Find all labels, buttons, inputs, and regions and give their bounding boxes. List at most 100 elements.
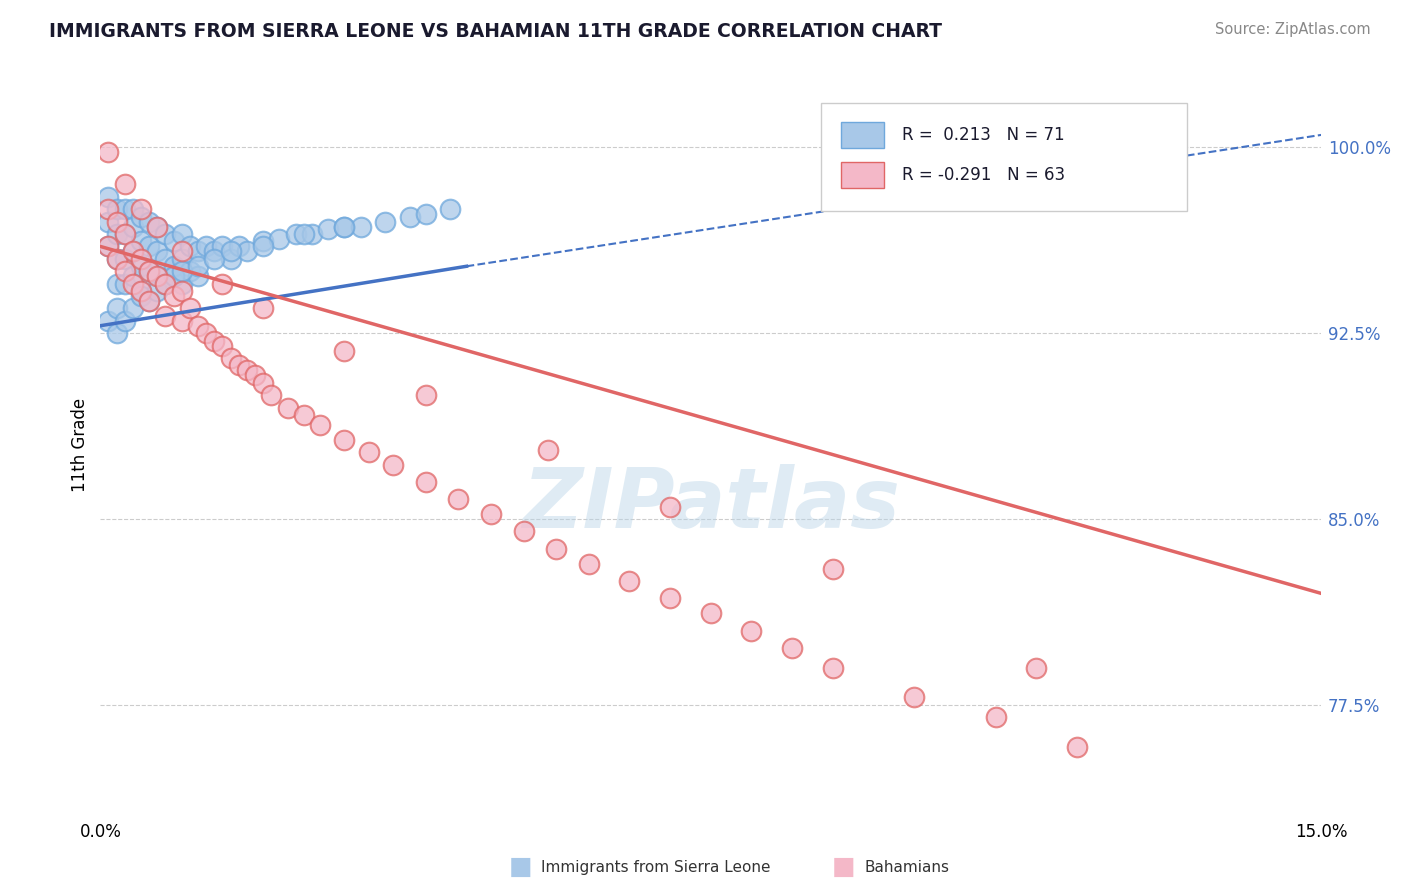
Point bbox=[659, 500, 682, 514]
Point bbox=[155, 227, 177, 241]
Point bbox=[219, 244, 242, 259]
Point bbox=[260, 388, 283, 402]
Point bbox=[202, 252, 225, 266]
Point bbox=[382, 458, 405, 472]
Point bbox=[415, 207, 437, 221]
Text: Source: ZipAtlas.com: Source: ZipAtlas.com bbox=[1215, 22, 1371, 37]
Point bbox=[301, 227, 323, 241]
Point bbox=[984, 710, 1007, 724]
Point bbox=[105, 202, 128, 217]
Point bbox=[447, 492, 470, 507]
Point bbox=[146, 284, 169, 298]
Point bbox=[97, 239, 120, 253]
Point bbox=[699, 606, 721, 620]
Point bbox=[114, 227, 136, 241]
Point bbox=[162, 260, 184, 274]
Point bbox=[374, 214, 396, 228]
Point bbox=[780, 640, 803, 655]
Point bbox=[138, 293, 160, 308]
Point bbox=[105, 252, 128, 266]
Point bbox=[114, 178, 136, 192]
Point bbox=[187, 318, 209, 333]
Bar bbox=[841, 121, 884, 148]
Point bbox=[252, 235, 274, 249]
Point bbox=[578, 557, 600, 571]
Point bbox=[146, 269, 169, 284]
Point bbox=[129, 235, 152, 249]
Point bbox=[138, 293, 160, 308]
Point bbox=[122, 244, 145, 259]
Point bbox=[252, 239, 274, 253]
Point bbox=[162, 235, 184, 249]
Point bbox=[138, 239, 160, 253]
Point bbox=[114, 277, 136, 291]
Text: Bahamians: Bahamians bbox=[865, 860, 949, 874]
Point bbox=[619, 574, 641, 588]
Point bbox=[170, 284, 193, 298]
Point bbox=[162, 289, 184, 303]
Point bbox=[97, 314, 120, 328]
Point bbox=[546, 541, 568, 556]
Point bbox=[479, 507, 502, 521]
Point bbox=[415, 388, 437, 402]
Point bbox=[170, 244, 193, 259]
Point bbox=[105, 252, 128, 266]
Point bbox=[129, 289, 152, 303]
Point bbox=[122, 244, 145, 259]
Point bbox=[821, 661, 844, 675]
Point bbox=[122, 277, 145, 291]
Point bbox=[129, 260, 152, 274]
Point bbox=[170, 314, 193, 328]
Point bbox=[1025, 661, 1047, 675]
Point bbox=[309, 417, 332, 432]
Text: ■: ■ bbox=[509, 855, 531, 879]
Point bbox=[114, 227, 136, 241]
Point bbox=[202, 334, 225, 348]
Point bbox=[138, 264, 160, 278]
Point bbox=[284, 227, 307, 241]
Point bbox=[903, 690, 925, 705]
Point bbox=[316, 222, 339, 236]
Point bbox=[1066, 739, 1088, 754]
Point bbox=[211, 338, 233, 352]
Point bbox=[333, 219, 356, 234]
Point bbox=[114, 314, 136, 328]
Point bbox=[170, 264, 193, 278]
Point bbox=[415, 475, 437, 489]
Point bbox=[292, 408, 315, 422]
Point bbox=[138, 264, 160, 278]
Point bbox=[179, 301, 201, 316]
Point bbox=[146, 269, 169, 284]
Point bbox=[146, 244, 169, 259]
Point bbox=[129, 284, 152, 298]
Text: ■: ■ bbox=[832, 855, 855, 879]
Point bbox=[162, 269, 184, 284]
Point bbox=[170, 252, 193, 266]
Point bbox=[243, 368, 266, 383]
Point bbox=[439, 202, 461, 217]
Point bbox=[350, 219, 373, 234]
Point bbox=[155, 309, 177, 323]
Point bbox=[122, 219, 145, 234]
Point bbox=[105, 326, 128, 341]
Point bbox=[155, 252, 177, 266]
Point bbox=[537, 442, 560, 457]
Point bbox=[105, 227, 128, 241]
Text: IMMIGRANTS FROM SIERRA LEONE VS BAHAMIAN 11TH GRADE CORRELATION CHART: IMMIGRANTS FROM SIERRA LEONE VS BAHAMIAN… bbox=[49, 22, 942, 41]
Text: Immigrants from Sierra Leone: Immigrants from Sierra Leone bbox=[541, 860, 770, 874]
Point bbox=[114, 252, 136, 266]
Point bbox=[187, 269, 209, 284]
Point bbox=[211, 239, 233, 253]
Point bbox=[129, 284, 152, 298]
Text: ZIPatlas: ZIPatlas bbox=[522, 464, 900, 545]
Point bbox=[170, 277, 193, 291]
Point bbox=[97, 214, 120, 228]
Point bbox=[129, 252, 152, 266]
Point bbox=[236, 244, 259, 259]
Point bbox=[114, 202, 136, 217]
Point bbox=[146, 219, 169, 234]
Point bbox=[512, 524, 534, 539]
Point bbox=[195, 326, 218, 341]
Point bbox=[129, 202, 152, 217]
Text: R =  0.213   N = 71: R = 0.213 N = 71 bbox=[903, 126, 1064, 144]
